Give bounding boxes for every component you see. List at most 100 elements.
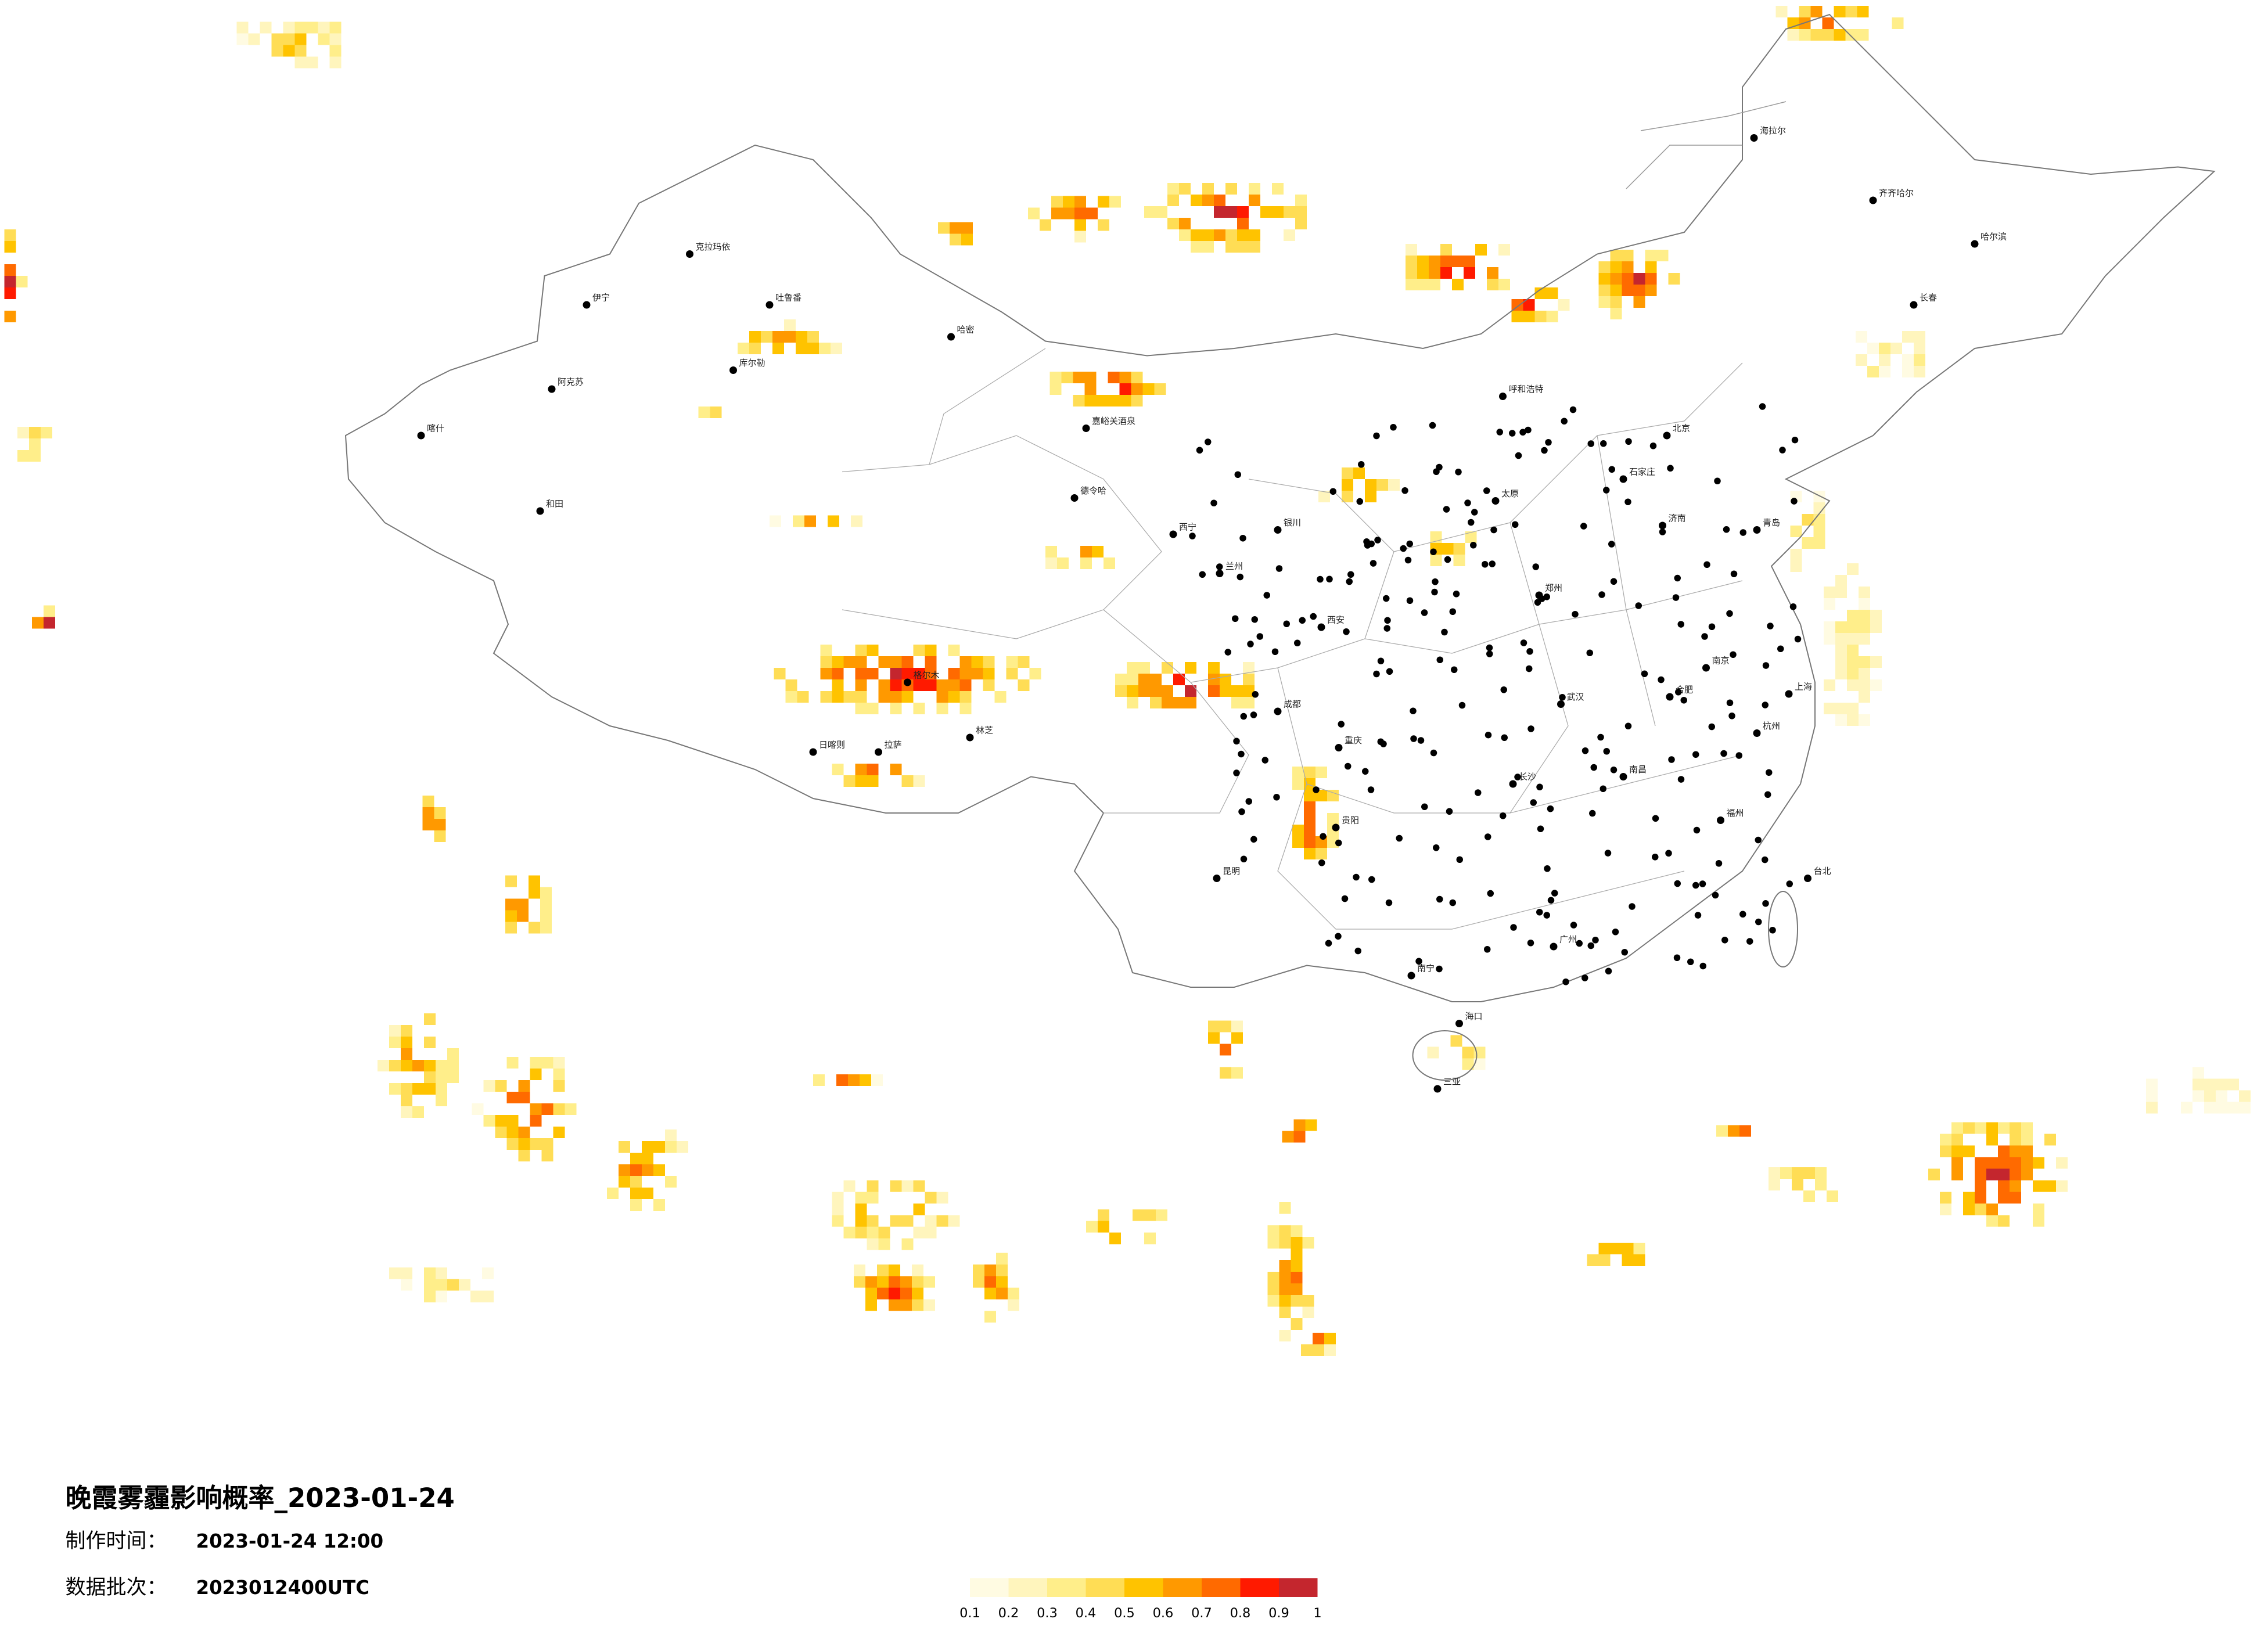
haze-pixel	[1220, 1067, 1231, 1079]
haze-pixel	[749, 331, 761, 343]
haze-pixel	[1780, 1167, 1792, 1179]
city-dot	[1720, 750, 1727, 757]
city-dot	[1400, 545, 1407, 552]
city-label: 吐鲁番	[775, 293, 801, 303]
city-dot	[1603, 487, 1610, 494]
city-dot	[1374, 537, 1381, 544]
city-dot	[1635, 602, 1642, 609]
legend: 0.1 0.2 0.3 0.4 0.5 0.6 0.7 0.8 0.9 1	[959, 1578, 1322, 1621]
haze-pixel	[1610, 261, 1622, 273]
haze-pixel	[518, 1127, 530, 1138]
haze-pixel	[1859, 587, 1870, 598]
legend-swatch	[1086, 1578, 1124, 1597]
city-label: 林芝	[976, 725, 993, 736]
haze-pixel	[867, 1238, 879, 1250]
city-dot	[1667, 465, 1674, 472]
haze-pixel	[1834, 6, 1846, 17]
legend-tick-label: 0.1	[959, 1606, 980, 1621]
haze-pixel	[1080, 546, 1092, 557]
haze-pixel	[540, 887, 552, 899]
haze-pixel	[1610, 308, 1622, 319]
haze-pixel	[1131, 372, 1143, 383]
haze-pixel	[1267, 1295, 1279, 1307]
haze-pixel	[1144, 1209, 1156, 1221]
haze-pixel	[1986, 1122, 1998, 1134]
city-dot	[1755, 836, 1762, 844]
haze-pixel	[1856, 331, 1867, 343]
haze-pixel	[878, 656, 890, 668]
haze-pixel	[1191, 241, 1202, 253]
city-dot	[1677, 621, 1684, 628]
haze-pixel	[44, 617, 55, 629]
haze-pixel	[832, 691, 844, 703]
haze-pixel	[1859, 621, 1870, 633]
city-dot	[1377, 657, 1385, 664]
city-dot	[1619, 475, 1627, 483]
city-dot	[1621, 949, 1628, 956]
city-dot	[1699, 880, 1706, 887]
haze-pixel	[913, 1226, 925, 1239]
city-dot	[1605, 967, 1612, 974]
production-value: 2023-01-24 12:00	[196, 1530, 384, 1552]
city-dot	[1673, 954, 1681, 961]
haze-pixel	[1546, 311, 1558, 322]
city-dot	[1666, 693, 1674, 701]
city-dot	[1762, 900, 1769, 907]
city-dot	[1326, 575, 1333, 582]
city-dot	[1250, 836, 1257, 843]
city-dot	[1785, 690, 1793, 698]
city-dot	[1486, 644, 1493, 652]
haze-pixel	[1376, 479, 1388, 491]
city-dot	[1329, 488, 1336, 495]
haze-pixel	[2021, 1134, 2033, 1146]
haze-pixel	[889, 1276, 900, 1288]
haze-pixel	[1429, 279, 1440, 290]
haze-pixel	[851, 515, 862, 527]
haze-pixel	[913, 679, 925, 691]
city-dot	[765, 301, 774, 309]
haze-pixel	[1179, 229, 1191, 241]
haze-pixel	[900, 1299, 912, 1311]
haze-pixel	[1824, 587, 1835, 598]
haze-pixel	[1975, 1122, 1986, 1134]
city-dot	[1482, 561, 1489, 568]
haze-pixel	[996, 1253, 1008, 1265]
haze-pixel	[1902, 331, 1914, 343]
haze-pixel	[959, 691, 972, 703]
haze-pixel	[424, 1083, 436, 1095]
haze-pixel	[1963, 1203, 1975, 1215]
haze-pixel	[2021, 1145, 2033, 1157]
haze-pixel	[901, 1238, 914, 1250]
city-dot	[1256, 633, 1263, 640]
city-dot	[1672, 594, 1680, 601]
haze-pixel	[4, 229, 16, 241]
haze-pixel	[1304, 813, 1315, 825]
city-dot	[1762, 702, 1769, 708]
haze-pixel	[1304, 825, 1315, 836]
haze-pixel	[948, 691, 960, 703]
city-label: 重庆	[1345, 735, 1362, 746]
legend-swatch	[1279, 1578, 1318, 1597]
haze-pixel	[1231, 1067, 1243, 1079]
city-dot	[1674, 880, 1681, 887]
haze-pixel	[1051, 207, 1063, 220]
city-dot	[1762, 662, 1770, 669]
city-dot	[1404, 556, 1412, 564]
haze-pixel	[424, 1290, 436, 1303]
haze-pixel	[1462, 1046, 1474, 1059]
haze-pixel	[2146, 1102, 2158, 1114]
haze-pixel	[1998, 1192, 2010, 1204]
city-dot	[1580, 523, 1587, 530]
legend-tick-label: 0.6	[1153, 1606, 1174, 1621]
city-dot	[1251, 616, 1258, 623]
haze-pixel	[1249, 241, 1260, 253]
haze-pixel	[436, 1267, 447, 1279]
haze-pixel	[447, 1048, 459, 1060]
city-dot	[1475, 789, 1482, 796]
haze-pixel	[984, 1264, 996, 1276]
city-dot	[1470, 542, 1477, 549]
city-dot	[1380, 740, 1387, 747]
haze-pixel	[832, 679, 844, 691]
haze-pixel	[1231, 1020, 1243, 1033]
haze-pixel	[1656, 250, 1669, 261]
